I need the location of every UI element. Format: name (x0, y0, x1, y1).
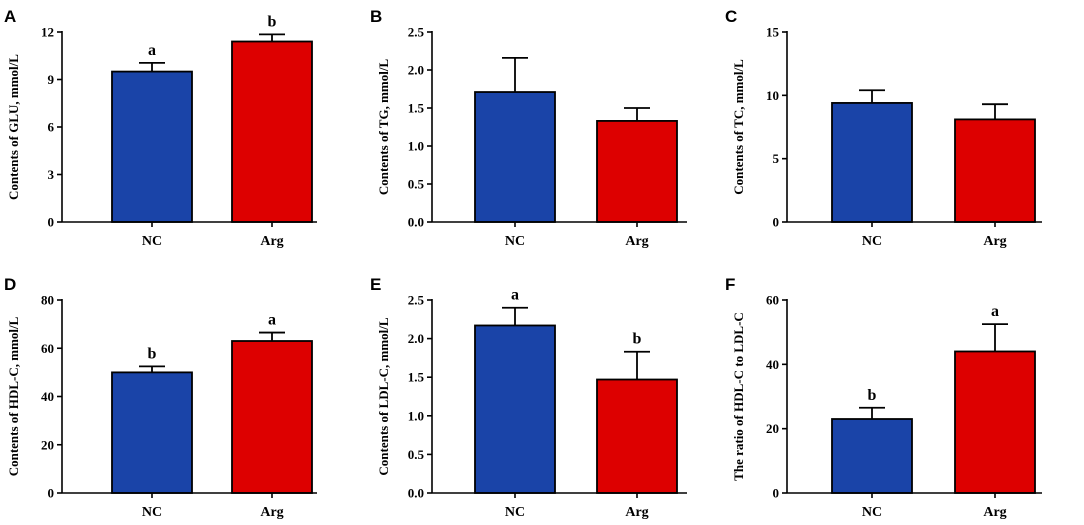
y-tick-label: 10 (766, 88, 779, 103)
y-axis-title: Contents of LDL-C, mmol/L (376, 317, 391, 475)
y-tick-label: 2.0 (408, 331, 424, 346)
y-tick-label: 0.0 (408, 215, 424, 230)
x-tick-label: Arg (983, 505, 1006, 520)
bar-arg (231, 40, 313, 223)
significance-label: a (511, 287, 519, 304)
y-tick-label: 0.0 (408, 486, 424, 501)
bar-arg (954, 350, 1036, 494)
panel-letter: A (4, 7, 16, 26)
x-tick-label: Arg (625, 234, 648, 249)
x-tick-label: NC (505, 234, 525, 249)
y-tick-label: 9 (48, 72, 55, 87)
y-tick-label: 0 (773, 215, 780, 230)
chart-panel-f: Fb NC a Arg 0 20 40 60 The ratio of HDL-C to LDL… (725, 275, 1042, 520)
chart-panel-d: Db NC a Arg 0 20 40 60 80 Contents of HDL-C, mmol… (4, 275, 317, 520)
y-tick-label: 0.5 (408, 447, 425, 462)
y-tick-label: 2.5 (408, 25, 425, 40)
significance-label: a (148, 42, 156, 59)
y-tick-label: 20 (766, 421, 779, 436)
x-tick-label: NC (505, 505, 525, 520)
bar-arg (596, 378, 678, 494)
y-axis-title: The ratio of HDL-C to LDL-C (731, 312, 746, 481)
y-tick-label: 40 (41, 389, 54, 404)
significance-label: a (991, 303, 999, 320)
panel-letter: D (4, 275, 16, 294)
bar-nc (474, 324, 556, 494)
y-tick-label: 12 (41, 25, 54, 40)
x-tick-label: NC (862, 234, 882, 249)
chart-panel-c: C NC Arg 0 5 10 15 Contents of TC, mmol/L (725, 7, 1042, 249)
x-tick-label: Arg (625, 505, 648, 520)
x-tick-label: NC (142, 234, 162, 249)
y-tick-label: 5 (773, 151, 780, 166)
bar-arg (954, 118, 1036, 223)
y-tick-label: 1.5 (408, 101, 425, 116)
panel-letter: E (370, 275, 381, 294)
x-tick-label: NC (142, 505, 162, 520)
significance-label: b (148, 345, 157, 362)
x-tick-label: Arg (260, 234, 283, 249)
significance-label: b (868, 387, 877, 404)
y-tick-label: 15 (766, 25, 780, 40)
y-tick-label: 1.5 (408, 370, 425, 385)
x-tick-label: Arg (260, 505, 283, 520)
bar-nc (111, 70, 193, 223)
y-tick-label: 60 (41, 341, 54, 356)
y-tick-label: 0 (48, 486, 55, 501)
chart-panel-e: Ea NC b Arg 0.0 0.5 1.0 1.5 2.0 2.5 Contents of LD… (370, 275, 687, 520)
y-tick-label: 40 (766, 357, 779, 372)
chart-panel-a: Aa NC b Arg 0 3 6 9 12 Contents of GLU, mmol/L (4, 7, 317, 249)
significance-label: b (268, 13, 277, 30)
y-tick-label: 6 (48, 120, 55, 135)
chart-panel-b: B NC Arg 0.0 0.5 1.0 1.5 2.0 2.5 Contents of TG, … (370, 7, 687, 249)
bar-arg (231, 340, 313, 494)
y-tick-label: 0 (48, 215, 55, 230)
x-tick-label: NC (862, 505, 882, 520)
y-axis-title: Contents of TC, mmol/L (731, 59, 746, 195)
y-tick-label: 3 (48, 167, 55, 182)
y-axis-title: Contents of GLU, mmol/L (6, 54, 21, 200)
y-axis-title: Contents of TG, mmol/L (376, 59, 391, 196)
bar-nc (474, 91, 556, 223)
y-tick-label: 80 (41, 293, 54, 308)
significance-label: b (633, 331, 642, 348)
y-tick-label: 2.0 (408, 63, 424, 78)
y-tick-label: 60 (766, 293, 779, 308)
significance-label: a (268, 312, 276, 329)
y-tick-label: 0 (773, 486, 780, 501)
bar-nc (831, 102, 913, 223)
bar-arg (596, 120, 678, 223)
panel-letter: B (370, 7, 382, 26)
bar-nc (831, 418, 913, 494)
y-tick-label: 20 (41, 437, 54, 452)
panel-letter: F (725, 275, 735, 294)
y-tick-label: 2.5 (408, 293, 425, 308)
y-axis-title: Contents of HDL-C, mmol/L (6, 316, 21, 476)
y-tick-label: 0.5 (408, 177, 425, 192)
y-tick-label: 1.0 (408, 408, 424, 423)
panel-letter: C (725, 7, 737, 26)
bar-nc (111, 371, 193, 494)
x-tick-label: Arg (983, 234, 1006, 249)
y-tick-label: 1.0 (408, 139, 424, 154)
